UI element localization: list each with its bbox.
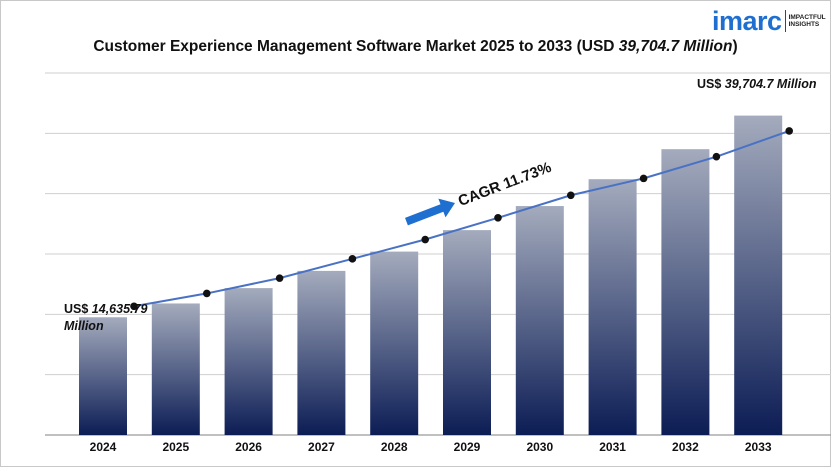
cagr-arrow-icon	[405, 198, 455, 226]
x-tick-label: 2030	[526, 440, 553, 454]
start-value-annotation: US$ 14,635.79 Million	[64, 302, 148, 333]
bar-2032	[661, 149, 710, 435]
trend-point-2024	[130, 302, 138, 311]
x-tick-label: 2025	[162, 440, 189, 454]
imarc-logo: imarc IMPACTFUL INSIGHTS	[712, 6, 831, 36]
bar-2027	[297, 270, 346, 435]
trend-point-2028	[421, 235, 430, 244]
bar-2026	[224, 288, 273, 435]
x-tick-label: 2033	[745, 440, 772, 454]
bar-2028	[370, 251, 419, 435]
x-tick-label: 2032	[672, 440, 699, 454]
x-tick-label: 2029	[454, 440, 481, 454]
logo-word: imarc	[712, 6, 782, 36]
trend-point-2030	[567, 191, 575, 200]
logo-divider	[784, 10, 786, 32]
bar-2031	[588, 179, 637, 435]
x-tick-label: 2026	[235, 440, 262, 454]
chart-title: Customer Experience Management Software …	[93, 38, 738, 55]
x-tick-label: 2024	[90, 440, 117, 454]
end-value-annotation: US$ 39,704.7 Million	[697, 77, 817, 91]
bar-2025	[151, 303, 200, 435]
bar-2033	[734, 115, 783, 435]
bar-2029	[443, 230, 491, 435]
bar-2024	[79, 317, 127, 435]
trend-point-2029	[494, 214, 502, 222]
bar-2030	[515, 206, 564, 435]
trend-line	[133, 129, 790, 308]
trend-point-2025	[203, 289, 211, 298]
trend-point-2031	[639, 174, 648, 183]
trend-point-2027	[348, 255, 357, 263]
x-tick-label: 2031	[599, 440, 626, 454]
cagr-label: CAGR 11.73%	[456, 159, 554, 210]
logo-tagline: IMPACTFUL INSIGHTS	[788, 13, 826, 29]
x-tick-label: 2028	[381, 440, 408, 454]
trend-point-2032	[712, 152, 721, 161]
trend-point-2033	[785, 127, 793, 135]
x-tick-label: 2027	[308, 440, 335, 454]
trend-point-2026	[275, 274, 284, 282]
